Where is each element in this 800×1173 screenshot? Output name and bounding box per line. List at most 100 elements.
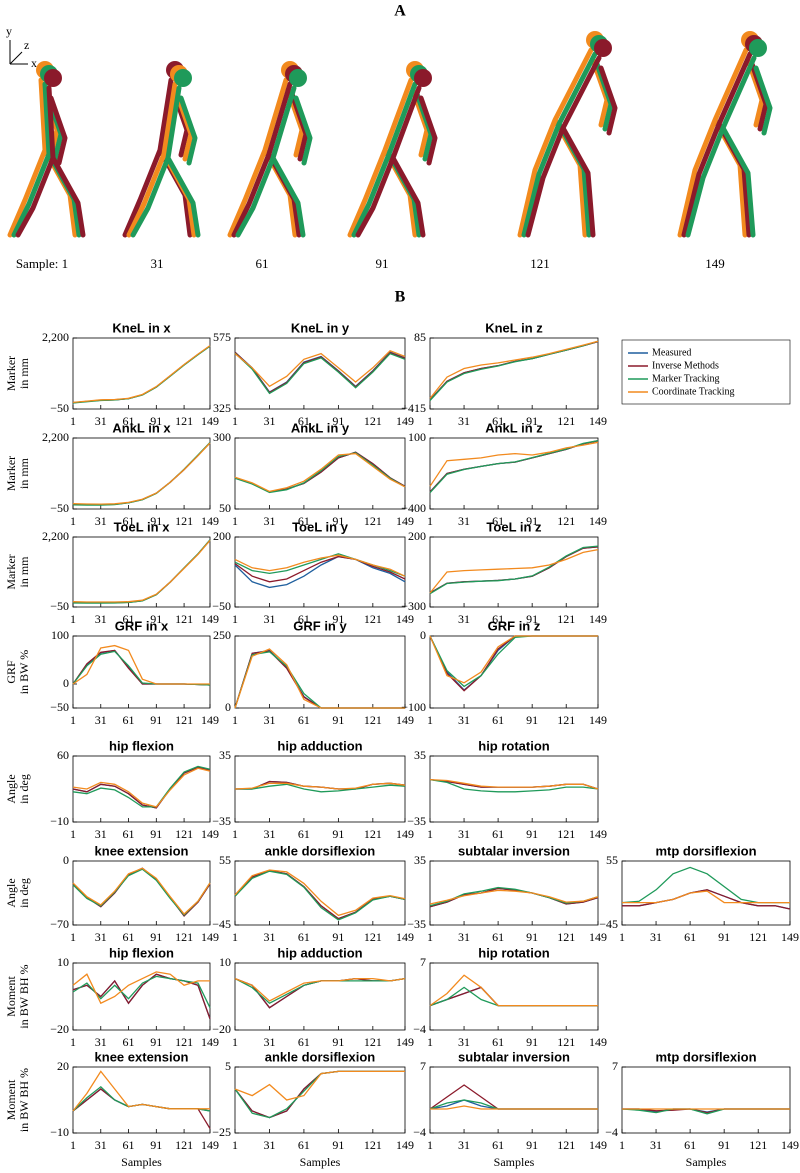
x-tick-label: 61 — [298, 414, 310, 428]
plot-frame — [234, 635, 406, 709]
x-tick-label: 121 — [364, 514, 382, 528]
x-tick-label: 61 — [123, 713, 135, 727]
x-tick-label: 121 — [175, 1035, 193, 1049]
y-tick-label: −35 — [212, 814, 231, 828]
y-tick-label: −4 — [413, 1022, 426, 1036]
y-tick-label: 200 — [213, 529, 231, 543]
chart-title: ToeL in y — [292, 519, 349, 534]
skeleton-body — [7, 77, 78, 238]
x-tick-label: 91 — [526, 930, 538, 944]
series-line — [429, 340, 599, 401]
x-tick-label: 91 — [526, 514, 538, 528]
chart-title: KneL in z — [485, 320, 543, 335]
x-tick-label: 1 — [232, 612, 238, 626]
series-line — [234, 555, 406, 589]
x-tick-label: 149 — [396, 1138, 414, 1152]
x-tick-label: 1 — [70, 930, 76, 944]
chart-title: subtalar inversion — [458, 843, 570, 858]
x-tick-label: 31 — [95, 713, 107, 727]
series-line — [72, 644, 210, 685]
y-tick-label: 0 — [63, 853, 69, 867]
x-tick-label: 121 — [364, 713, 382, 727]
series-line — [429, 1084, 598, 1110]
series-line — [429, 778, 599, 790]
x-tick-label: 149 — [201, 827, 219, 841]
x-tick-label: 121 — [364, 827, 382, 841]
x-tick-label: 31 — [263, 414, 275, 428]
series-line — [429, 635, 598, 692]
y-axis-label: Angle — [4, 774, 18, 803]
y-tick-label: 60 — [57, 748, 69, 762]
x-tick-label: 91 — [150, 1035, 162, 1049]
axis-x: x — [31, 56, 37, 70]
legend-label: Marker Tracking — [652, 373, 720, 384]
y-tick-label: 55 — [219, 853, 231, 867]
series-line — [234, 977, 406, 1002]
chart-title: hip adduction — [277, 945, 362, 960]
series-line — [234, 869, 406, 917]
series-line — [234, 782, 406, 790]
x-tick-label: 61 — [123, 930, 135, 944]
y-tick-label: 250 — [213, 628, 231, 642]
x-tick-label: 1 — [232, 1138, 238, 1152]
plot-frame — [72, 437, 211, 510]
series-line — [72, 539, 211, 603]
x-tick-label: 149 — [396, 1035, 414, 1049]
series-line — [429, 340, 599, 401]
x-tick-label: 91 — [332, 713, 344, 727]
x-axis-label: Samples — [121, 1155, 162, 1169]
series-line — [72, 442, 211, 506]
series-line — [234, 870, 406, 921]
x-tick-label: 121 — [175, 1138, 193, 1152]
x-tick-label: 149 — [201, 930, 219, 944]
y-tick-label: −10 — [50, 814, 69, 828]
series-line — [429, 440, 599, 493]
y-tick-label: −50 — [50, 501, 69, 515]
x-tick-label: 91 — [332, 514, 344, 528]
x-tick-label: 31 — [263, 930, 275, 944]
skeleton-body — [355, 85, 438, 238]
y-tick-label: 50 — [219, 501, 231, 515]
x-tick-label: 149 — [396, 514, 414, 528]
skeleton-body — [685, 55, 773, 238]
y-tick-label: 100 — [408, 430, 426, 444]
x-tick-label: 61 — [298, 1035, 310, 1049]
chart-title: knee extension — [95, 1049, 189, 1064]
y-tick-label: −4 — [605, 1125, 618, 1139]
plot-frame — [621, 1066, 791, 1134]
skeleton-body — [15, 85, 86, 238]
plot-frame — [72, 635, 211, 709]
series-line — [72, 345, 211, 404]
x-tick-label: 61 — [123, 414, 135, 428]
series-line — [72, 975, 211, 1008]
y-tick-label: −20 — [212, 1022, 231, 1036]
x-tick-label: 1 — [619, 1138, 625, 1152]
x-tick-label: 91 — [332, 612, 344, 626]
series-line — [430, 1105, 598, 1110]
x-tick-label: 149 — [589, 612, 607, 626]
series-line — [429, 441, 599, 487]
chart-title: ToeL in x — [114, 519, 171, 534]
x-tick-label: 91 — [150, 930, 162, 944]
chart-title: ToeL in z — [486, 519, 542, 534]
x-tick-label: 149 — [201, 1035, 219, 1049]
x-tick-label: 31 — [95, 514, 107, 528]
y-tick-label: 7 — [420, 1059, 426, 1073]
x-tick-label: 149 — [589, 1035, 607, 1049]
y-tick-label: −50 — [50, 401, 69, 415]
series-line — [234, 555, 406, 583]
x-tick-label: 31 — [95, 414, 107, 428]
y-axis-label: Moment — [4, 976, 18, 1017]
plot-frame — [429, 337, 599, 410]
series-line — [429, 440, 599, 493]
chart-title: GRF in y — [293, 618, 347, 633]
x-tick-label: 1 — [70, 414, 76, 428]
x-tick-label: 91 — [332, 414, 344, 428]
y-tick-label: −35 — [407, 917, 426, 931]
plot-frame — [234, 962, 406, 1031]
series-line — [429, 548, 599, 594]
x-tick-label: 149 — [201, 713, 219, 727]
series-line — [72, 971, 210, 1005]
x-tick-label: 61 — [298, 514, 310, 528]
x-tick-label: 31 — [263, 713, 275, 727]
